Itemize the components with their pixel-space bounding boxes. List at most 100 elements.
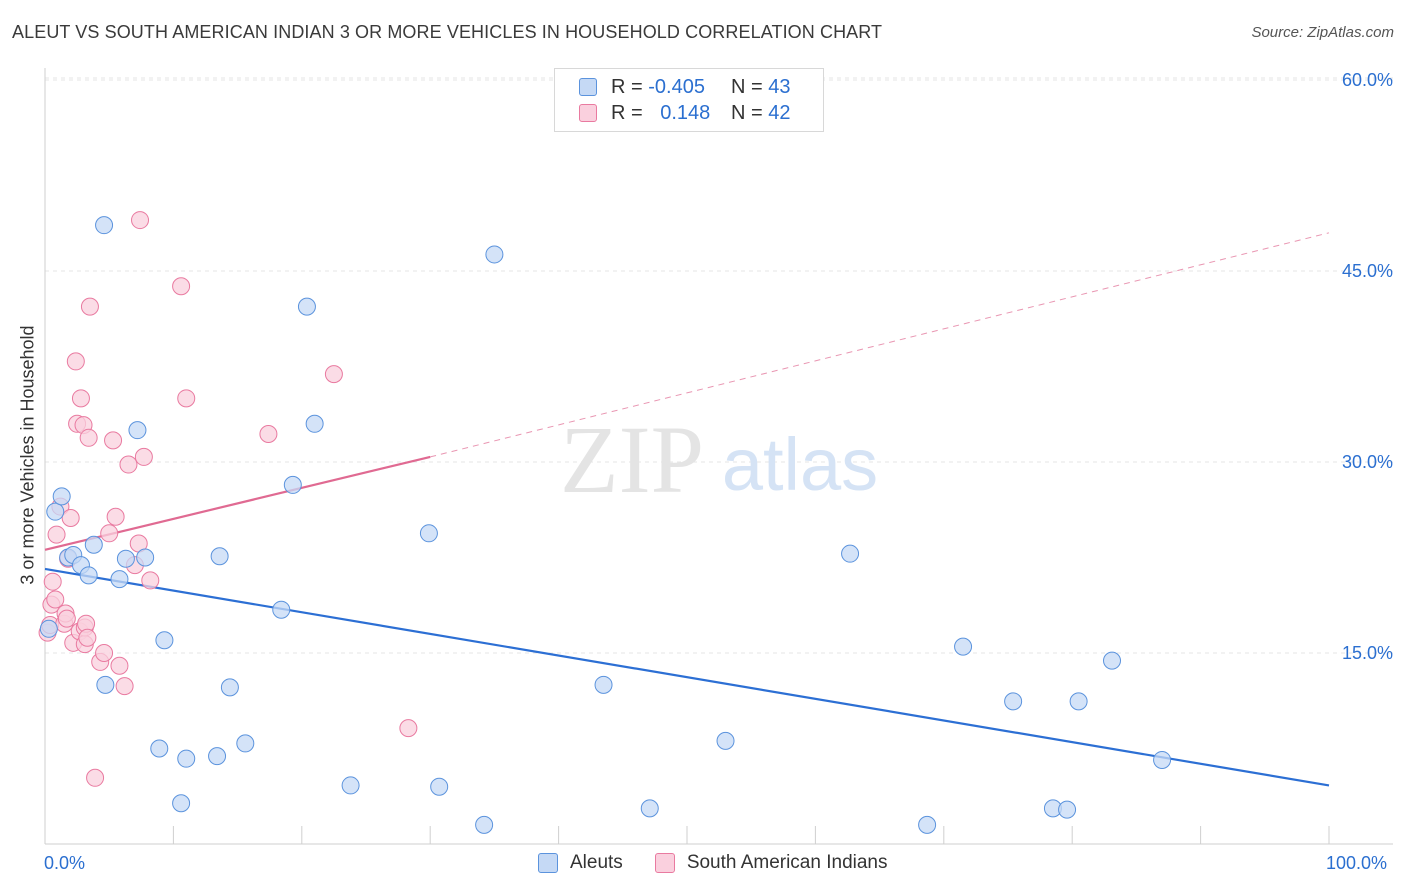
legend-r-sai: R = 0.148 bbox=[611, 102, 731, 125]
x-tick-max: 100.0% bbox=[1326, 853, 1388, 873]
sai-label: South American Indians bbox=[686, 852, 888, 873]
sai-point bbox=[134, 447, 153, 466]
y-tick-label: 45.0% bbox=[1342, 261, 1393, 281]
sai-point bbox=[100, 524, 119, 543]
sai-swatch bbox=[579, 104, 597, 122]
aleut-point bbox=[79, 566, 98, 585]
sai-point bbox=[57, 609, 76, 628]
aleut-point bbox=[1069, 692, 1088, 711]
sai-point bbox=[104, 431, 123, 450]
x-tick-min: 0.0% bbox=[44, 853, 86, 873]
sai-point bbox=[259, 424, 278, 443]
bottom-legend: Aleuts South American Indians bbox=[538, 852, 920, 874]
aleut-point bbox=[96, 675, 115, 694]
sai-point bbox=[86, 768, 105, 787]
aleut-point bbox=[341, 776, 360, 795]
sai-point bbox=[46, 590, 65, 609]
aleut-point bbox=[1103, 651, 1122, 670]
data-points bbox=[38, 211, 1172, 834]
aleut-point bbox=[208, 747, 227, 766]
sai-point bbox=[61, 509, 80, 528]
aleut-point bbox=[419, 524, 438, 543]
sai-point bbox=[131, 211, 150, 230]
aleut-point bbox=[475, 815, 494, 834]
sai-point bbox=[80, 297, 99, 316]
sai-trend-extension bbox=[430, 232, 1330, 458]
aleut-point bbox=[136, 548, 155, 567]
aleuts-swatch bbox=[538, 853, 558, 873]
aleut-point bbox=[918, 815, 937, 834]
aleut-point bbox=[716, 731, 735, 750]
sai-point bbox=[106, 507, 125, 526]
legend-r-aleuts: R = -0.405 bbox=[611, 76, 731, 99]
n-label: N = bbox=[731, 101, 763, 124]
bottom-legend-aleuts: Aleuts bbox=[538, 852, 623, 874]
legend-row-sai: R = 0.148 N = 42 bbox=[579, 100, 791, 126]
r-value-aleuts: -0.405 bbox=[648, 75, 705, 98]
sai-point bbox=[79, 428, 98, 447]
aleut-point bbox=[150, 739, 169, 758]
aleut-point bbox=[39, 619, 58, 638]
aleut-point bbox=[297, 297, 316, 316]
aleut-point bbox=[110, 570, 129, 589]
legend-row-aleuts: R = -0.405 N = 43 bbox=[579, 74, 791, 100]
r-label: R = bbox=[611, 75, 643, 98]
r-label: R = bbox=[611, 101, 643, 124]
aleuts-swatch bbox=[579, 78, 597, 96]
sai-point bbox=[172, 277, 191, 296]
legend-n-aleuts: N = 43 bbox=[731, 76, 791, 99]
chart-title: ALEUT VS SOUTH AMERICAN INDIAN 3 OR MORE… bbox=[12, 22, 883, 42]
n-value-aleuts: 43 bbox=[768, 75, 791, 98]
aleut-point bbox=[210, 547, 229, 566]
aleut-point bbox=[177, 749, 196, 768]
aleuts-trend-line bbox=[44, 567, 1330, 787]
aleut-point bbox=[116, 549, 135, 568]
sai-point bbox=[95, 644, 114, 662]
sai-point bbox=[66, 352, 85, 371]
axes bbox=[44, 68, 1393, 845]
aleut-point bbox=[1004, 692, 1023, 711]
aleut-point bbox=[841, 544, 860, 563]
aleut-point bbox=[430, 777, 449, 796]
sai-point bbox=[324, 365, 343, 384]
sai-point bbox=[43, 572, 62, 591]
aleut-point bbox=[236, 734, 255, 753]
aleut-point bbox=[172, 794, 191, 813]
watermark: ZIP atlas bbox=[560, 406, 878, 513]
watermark-atlas: atlas bbox=[722, 423, 878, 506]
aleut-point bbox=[155, 631, 174, 650]
y-tick-label: 15.0% bbox=[1342, 643, 1393, 663]
n-label: N = bbox=[731, 75, 763, 98]
sai-point bbox=[71, 389, 90, 408]
y-tick-labels: 15.0% 30.0% 45.0% 60.0% bbox=[1342, 70, 1393, 663]
sai-point bbox=[78, 628, 97, 647]
source-label: Source: ZipAtlas.com bbox=[1251, 24, 1394, 41]
y-axis-label: 3 or more Vehicles in Household bbox=[17, 325, 38, 585]
n-value-sai: 42 bbox=[768, 101, 791, 124]
r-value-sai: 0.148 bbox=[660, 101, 711, 124]
bottom-legend-sai: South American Indians bbox=[654, 852, 888, 874]
sai-point bbox=[119, 455, 138, 474]
aleut-point bbox=[52, 487, 71, 506]
aleut-point bbox=[485, 245, 504, 264]
legend-n-sai: N = 42 bbox=[731, 102, 791, 125]
aleut-point bbox=[305, 414, 324, 433]
sai-point bbox=[47, 525, 66, 544]
aleut-point bbox=[95, 216, 114, 235]
sai-point bbox=[141, 571, 160, 590]
aleut-point bbox=[272, 600, 291, 619]
aleut-point bbox=[128, 421, 147, 440]
sai-point bbox=[177, 389, 196, 408]
y-tick-label: 60.0% bbox=[1342, 70, 1393, 90]
aleut-point bbox=[1153, 750, 1172, 769]
aleut-point bbox=[640, 799, 659, 818]
aleut-point bbox=[954, 637, 973, 656]
aleut-point bbox=[46, 502, 65, 521]
sai-swatch bbox=[654, 853, 675, 873]
sai-point bbox=[110, 656, 129, 675]
y-tick-label: 30.0% bbox=[1342, 452, 1393, 472]
aleut-point bbox=[594, 675, 613, 694]
aleut-point bbox=[84, 535, 103, 554]
sai-point bbox=[399, 719, 418, 738]
